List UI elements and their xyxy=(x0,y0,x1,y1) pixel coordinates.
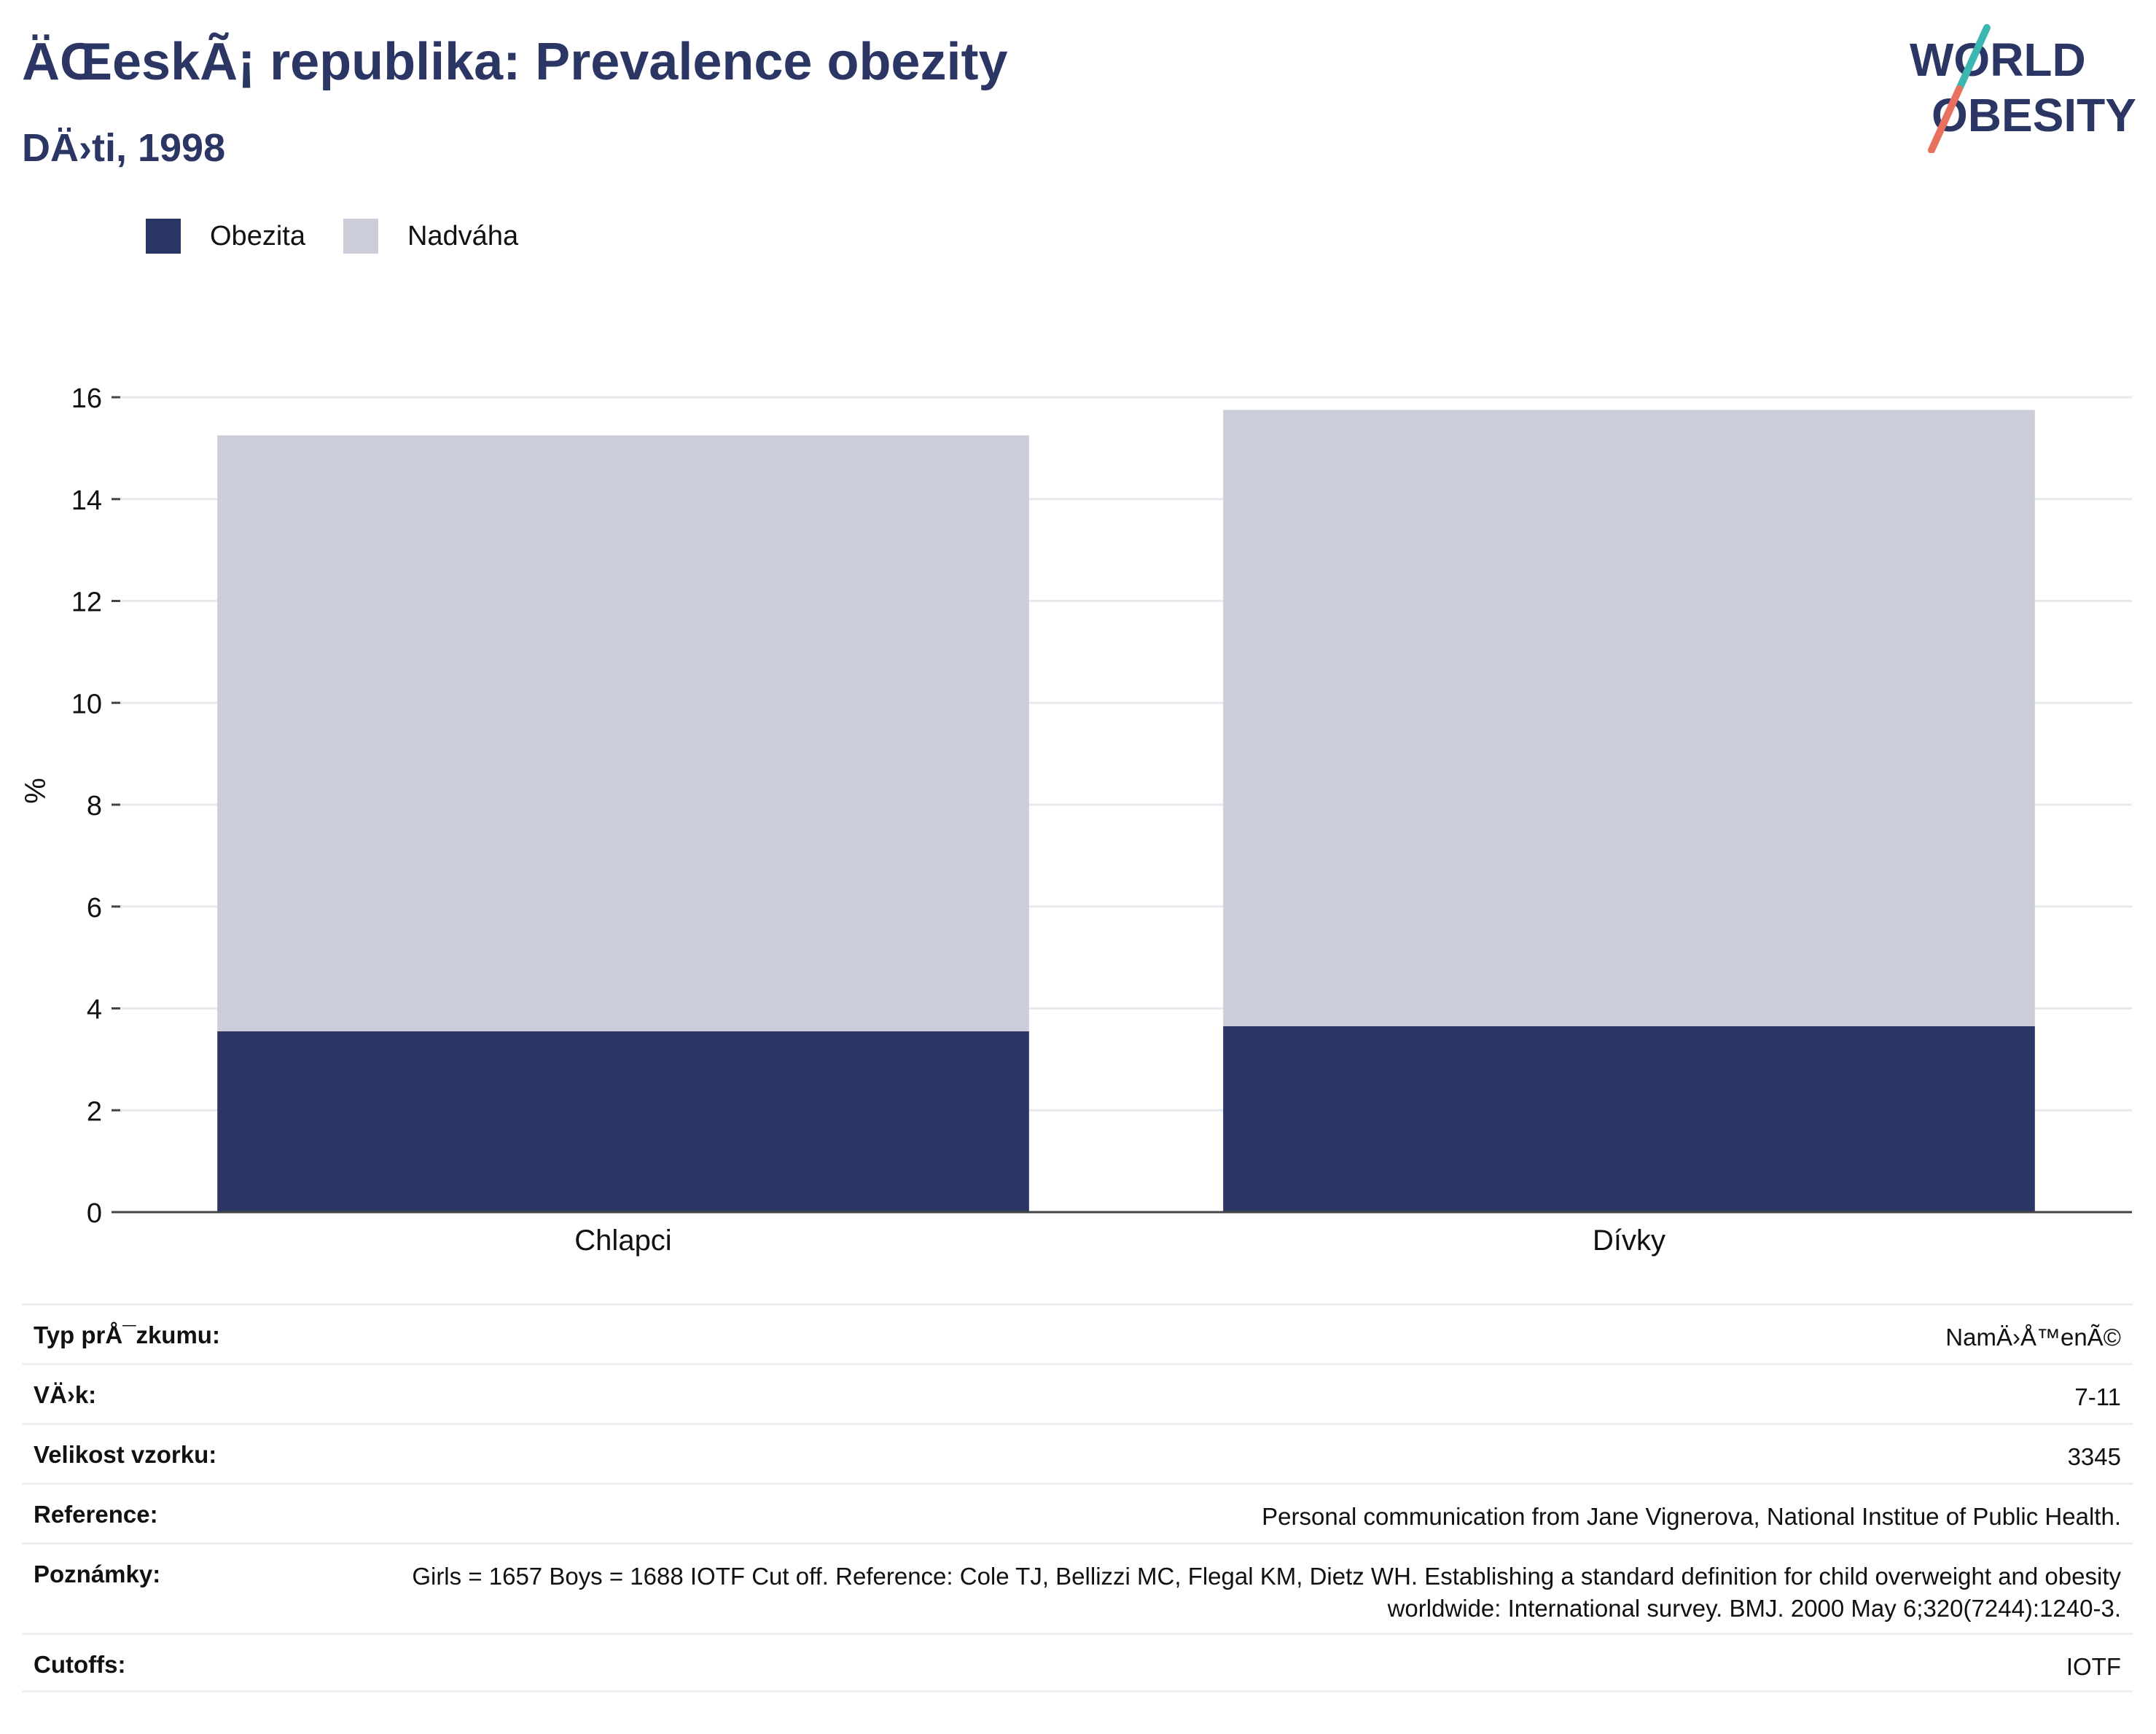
legend-item-nadvaha: Nadváha xyxy=(343,219,518,254)
y-tick-label: 12 xyxy=(71,587,102,618)
info-value: Girls = 1657 Boys = 1688 IOTF Cut off. R… xyxy=(412,1563,2121,1622)
logo-line1: WORLD xyxy=(1910,34,2086,86)
legend-swatch-nadvaha xyxy=(343,219,378,254)
logo-slash-top xyxy=(1956,24,1991,93)
info-value: NamÄ›Å™enÃ© xyxy=(1945,1324,2121,1351)
info-label: Cutoffs: xyxy=(34,1651,126,1678)
info-row-poznamky: Poznámky: Girls = 1657 Boys = 1688 IOTF … xyxy=(22,1542,2133,1633)
chart-bars xyxy=(217,410,2035,1212)
info-value: Personal communication from Jane Vignero… xyxy=(1262,1503,2121,1530)
y-tick-label: 4 xyxy=(87,995,102,1026)
y-tick-label: 2 xyxy=(87,1096,102,1127)
y-tick-label: 16 xyxy=(71,383,102,414)
legend-swatch-obezita xyxy=(146,219,181,254)
y-axis-ticks: 0 2 4 6 8 10 12 14 16 xyxy=(71,383,120,1229)
y-tick-label: 6 xyxy=(87,893,102,923)
info-value: 3345 xyxy=(2067,1443,2121,1470)
info-row-velikost: Velikost vzorku: 3345 xyxy=(22,1423,2133,1483)
info-row-typ: Typ prÅ¯zkumu: NamÄ›Å™enÃ© xyxy=(22,1303,2133,1363)
x-tick-label: Dívky xyxy=(1593,1225,1665,1257)
survey-info-table: Typ prÅ¯zkumu: NamÄ›Å™enÃ© VÄ›k: 7-11 Ve… xyxy=(22,1303,2133,1692)
info-label: Typ prÅ¯zkumu: xyxy=(34,1321,220,1348)
info-row-cutoffs: Cutoffs: IOTF xyxy=(22,1633,2133,1692)
bar-obezita-2 xyxy=(1223,1026,2035,1212)
bar-nadváha-1 xyxy=(217,435,1029,1031)
logo-slash-bottom xyxy=(1928,85,1963,153)
x-axis-labels: Chlapci Dívky xyxy=(574,1225,1665,1257)
info-label: VÄ›k: xyxy=(34,1381,97,1408)
info-label: Velikost vzorku: xyxy=(34,1441,217,1468)
bar-obezita-1 xyxy=(217,1031,1029,1212)
legend-item-obezita: Obezita xyxy=(146,219,305,254)
info-row-vek: VÄ›k: 7-11 xyxy=(22,1363,2133,1423)
y-tick-label: 10 xyxy=(71,689,102,719)
chart-legend: Obezita Nadváha xyxy=(146,216,556,257)
y-tick-label: 14 xyxy=(71,485,102,516)
info-label: Reference: xyxy=(34,1501,158,1528)
page-subtitle: DÄ›ti, 1998 xyxy=(22,126,226,170)
info-row-reference: Reference: Personal communication from J… xyxy=(22,1483,2133,1542)
legend-label-obezita: Obezita xyxy=(210,220,305,251)
y-tick-label: 0 xyxy=(87,1198,102,1229)
stacked-bar-chart: 0 2 4 6 8 10 12 14 16 Chlapci Dívky % xyxy=(20,383,2132,1257)
page-title: ÄŒeskÃ¡ republika: Prevalence obezity xyxy=(22,33,1008,91)
info-value: IOTF xyxy=(2066,1653,2121,1680)
x-tick-label: Chlapci xyxy=(574,1225,671,1257)
info-label: Poznámky: xyxy=(34,1561,161,1587)
info-value: 7-11 xyxy=(2074,1383,2121,1410)
world-obesity-logo: WORLD OBESITY xyxy=(1910,24,2136,153)
y-tick-label: 8 xyxy=(87,791,102,821)
legend-label-nadvaha: Nadváha xyxy=(407,220,519,251)
logo-line2: OBESITY xyxy=(1932,89,2136,141)
y-axis-label: % xyxy=(20,778,52,804)
bar-nadváha-2 xyxy=(1223,410,2035,1026)
